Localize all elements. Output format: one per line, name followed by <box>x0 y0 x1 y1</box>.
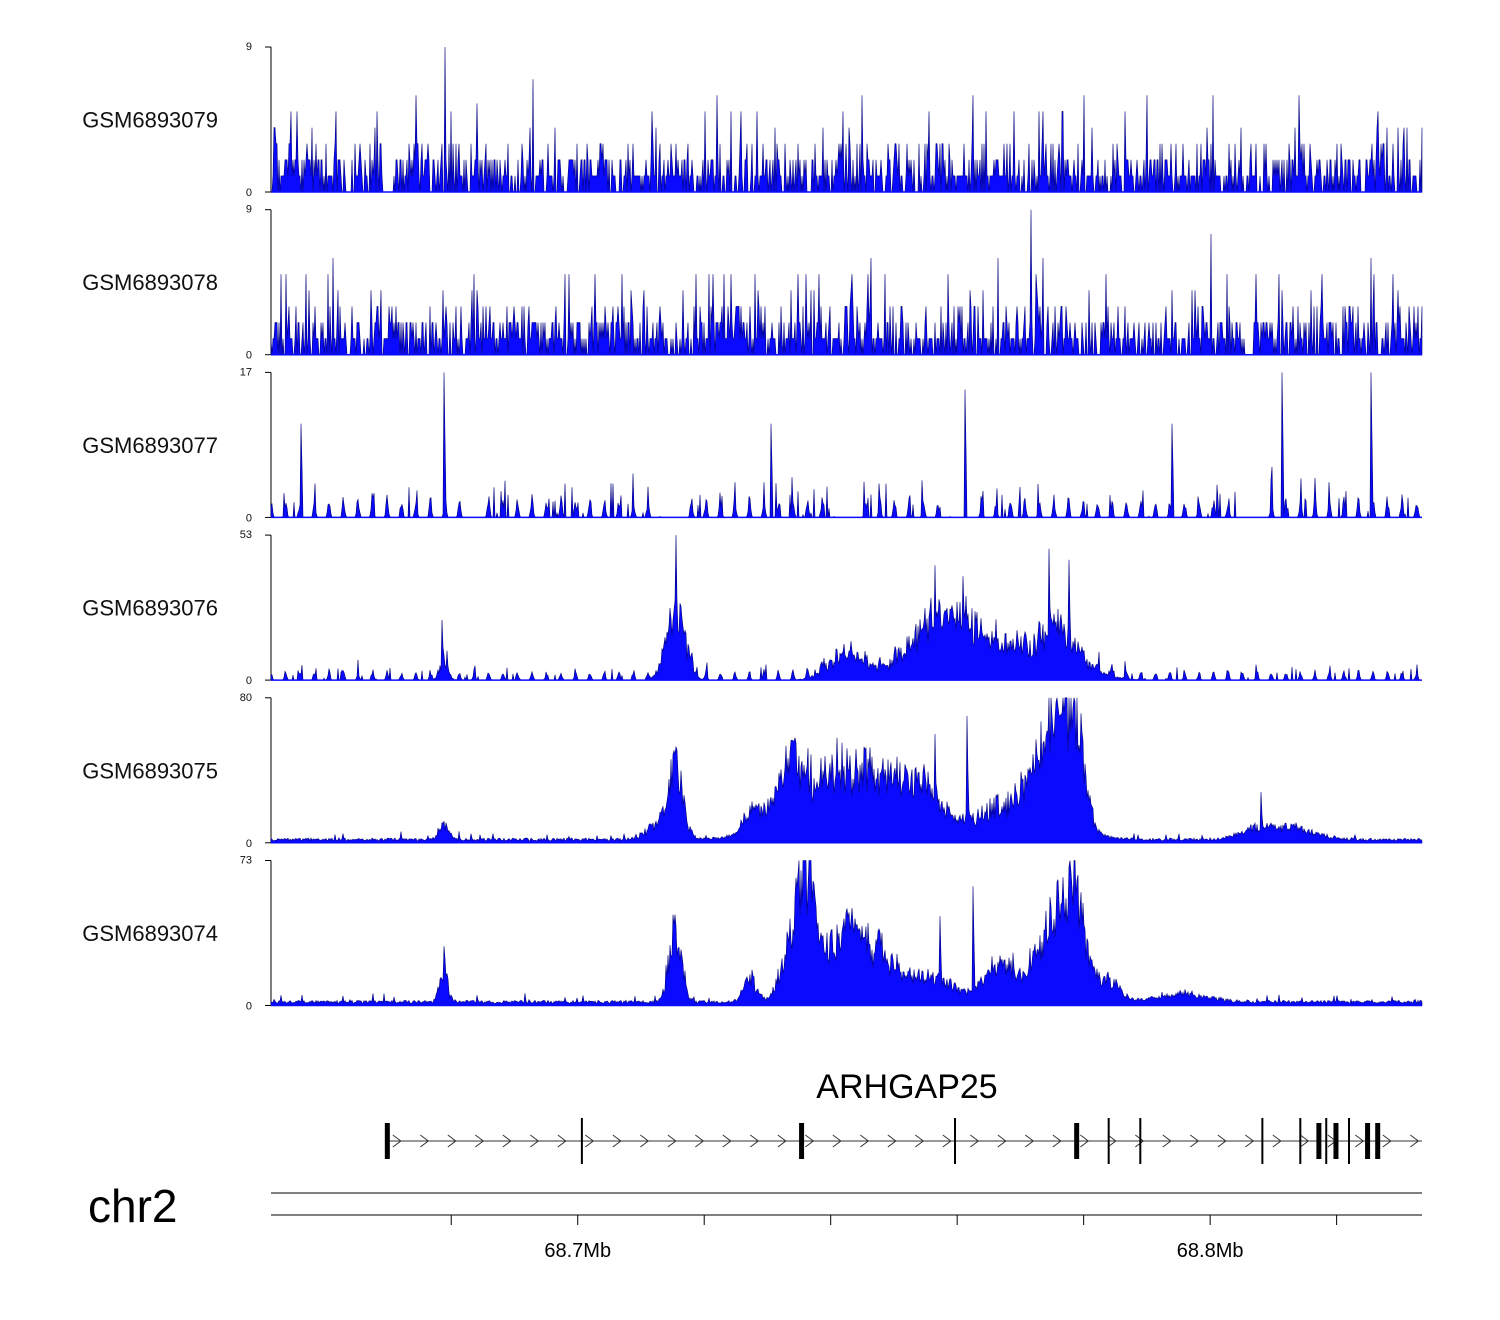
track-label: GSM6893079 <box>82 108 218 133</box>
exon <box>1107 1118 1110 1164</box>
coverage-area-GSM6893074 <box>270 860 1423 1006</box>
strand-arrow <box>640 1134 650 1148</box>
coverage-area-GSM6893075 <box>270 697 1423 844</box>
gene-track: ARHGAP25 <box>384 1068 1422 1164</box>
track-GSM6893077: GSM6893077 17 0 <box>82 366 1422 524</box>
y-axis-min-label: 0 <box>246 350 252 362</box>
strand-arrow <box>832 1134 842 1148</box>
exon <box>1333 1123 1339 1159</box>
chromosome-label: chr2 <box>88 1180 177 1232</box>
strand-arrow <box>970 1134 980 1148</box>
exon <box>1365 1123 1371 1159</box>
genome-tick-label: 68.7Mb <box>544 1240 611 1262</box>
strand-arrow <box>1025 1134 1035 1148</box>
strand-arrow <box>1107 1134 1117 1148</box>
exon <box>580 1118 583 1164</box>
track-GSM6893078: GSM6893078 9 0 <box>82 204 1423 362</box>
strand-arrow <box>860 1134 870 1148</box>
y-axis-min-label: 0 <box>246 187 252 199</box>
strand-arrow <box>915 1134 925 1148</box>
y-axis-max-label: 9 <box>246 41 252 53</box>
exon <box>1375 1123 1381 1159</box>
strand-arrow <box>1080 1134 1090 1148</box>
strand-arrow <box>1052 1134 1062 1148</box>
strand-arrow <box>612 1134 622 1148</box>
y-axis-min-label: 0 <box>246 512 252 524</box>
strand-arrow <box>695 1134 705 1148</box>
strand-arrow <box>777 1134 787 1148</box>
strand-arrow <box>805 1134 815 1148</box>
strand-arrow <box>942 1134 952 1148</box>
y-axis-max-label: 53 <box>240 529 252 541</box>
genome-axis: chr2 68.7Mb 68.8Mb <box>88 1180 1422 1262</box>
strand-arrow <box>1300 1134 1310 1148</box>
y-axis-max-label: 80 <box>240 692 252 704</box>
coverage-area-GSM6893078 <box>270 209 1423 355</box>
track-label: GSM6893077 <box>82 433 218 458</box>
strand-arrow <box>475 1134 485 1148</box>
strand-arrow <box>887 1134 897 1148</box>
strand-arrow <box>1190 1134 1200 1148</box>
strand-arrow <box>1355 1134 1365 1148</box>
strand-arrow <box>420 1134 430 1148</box>
strand-arrow <box>667 1134 677 1148</box>
strand-arrow <box>530 1134 540 1148</box>
strand-arrow <box>1135 1134 1145 1148</box>
exon <box>1316 1123 1322 1159</box>
exon <box>384 1123 390 1159</box>
strand-arrow <box>1272 1134 1282 1148</box>
coverage-area-GSM6893076 <box>270 535 1422 681</box>
track-GSM6893074: GSM6893074 73 0 <box>82 855 1423 1013</box>
track-GSM6893076: GSM6893076 53 0 <box>82 529 1422 687</box>
y-axis-min-label: 0 <box>246 838 252 850</box>
track-label: GSM6893074 <box>82 921 218 946</box>
exon <box>799 1123 805 1159</box>
y-axis-min-label: 0 <box>246 1001 252 1013</box>
strand-arrow <box>1217 1134 1227 1148</box>
exon <box>1139 1118 1142 1164</box>
track-GSM6893079: GSM6893079 9 0 <box>82 41 1423 199</box>
strand-arrow <box>997 1134 1007 1148</box>
track-GSM6893075: GSM6893075 80 0 <box>82 692 1423 850</box>
strand-arrow <box>585 1134 595 1148</box>
strand-arrow <box>392 1134 402 1148</box>
strand-arrow <box>1245 1134 1255 1148</box>
track-label: GSM6893075 <box>82 758 218 783</box>
strand-arrow <box>447 1134 457 1148</box>
exon <box>1348 1118 1351 1164</box>
coverage-area-GSM6893079 <box>271 46 1423 193</box>
exon <box>954 1118 957 1164</box>
exon <box>1074 1123 1080 1159</box>
y-axis-max-label: 9 <box>246 204 252 216</box>
strand-arrow <box>502 1134 512 1148</box>
track-label: GSM6893078 <box>82 270 218 295</box>
track-label: GSM6893076 <box>82 596 218 621</box>
y-axis-min-label: 0 <box>246 675 252 687</box>
exon <box>1261 1118 1264 1164</box>
strand-arrow <box>750 1134 760 1148</box>
strand-arrow <box>1382 1134 1392 1148</box>
strand-arrow <box>1410 1134 1420 1148</box>
coverage-area-GSM6893077 <box>270 372 1422 519</box>
genome-tick-label: 68.8Mb <box>1177 1240 1244 1262</box>
exon <box>1325 1118 1328 1164</box>
strand-arrow <box>1162 1134 1172 1148</box>
exon <box>1299 1118 1302 1164</box>
coverage-tracks: GSM689307990GSM689307890GSM6893077170GSM… <box>82 41 1423 1013</box>
strand-arrow <box>722 1134 732 1148</box>
gene-name-label: ARHGAP25 <box>816 1068 997 1106</box>
y-axis-max-label: 17 <box>240 366 252 378</box>
y-axis-max-label: 73 <box>240 855 252 867</box>
strand-arrow <box>557 1134 567 1148</box>
